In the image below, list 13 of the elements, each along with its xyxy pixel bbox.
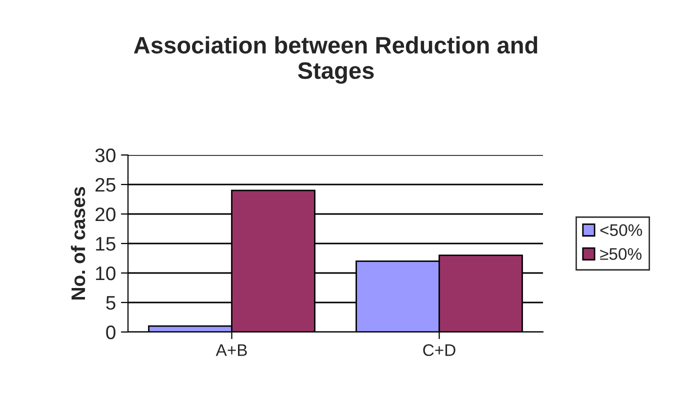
y-tick-label: 5: [106, 296, 116, 310]
y-tick-label: 30: [95, 148, 116, 162]
y-axis-title: No. of cases: [70, 187, 86, 300]
y-tick-label: 0: [106, 325, 116, 340]
chart-title: Association between Reduction and Stages: [134, 36, 538, 84]
legend-label: ≥50%: [600, 248, 642, 260]
y-tick-label: 10: [96, 266, 116, 280]
y-tick-label: 25: [96, 178, 116, 192]
x-tick-label: A+B: [216, 344, 247, 356]
y-tick-label: 15: [96, 237, 116, 251]
legend-label: <50%: [600, 224, 642, 236]
x-tick-label: C+D: [423, 344, 456, 356]
y-tick-label: 20: [96, 207, 116, 222]
